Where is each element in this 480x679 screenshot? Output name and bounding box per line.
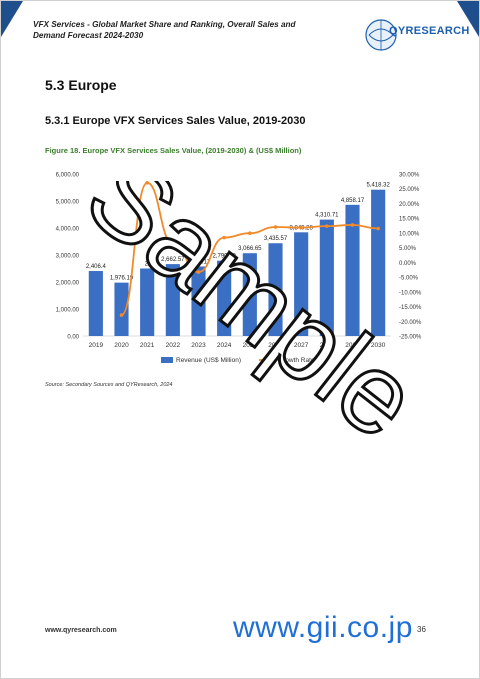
header-title: VFX Services - Global Market Share and R… — [33, 20, 296, 40]
right-axis-tick-label: 5.00% — [399, 246, 417, 252]
bar-data-label: 3,066.65 — [238, 246, 262, 252]
footer-url[interactable]: www.qyresearch.com — [45, 627, 117, 634]
x-axis-tick-label: 2019 — [89, 342, 104, 349]
right-axis-tick-label: 20.00% — [399, 202, 420, 208]
left-axis-tick-label: 2,000.00 — [56, 281, 80, 287]
growth-rate-point — [145, 181, 149, 185]
qyresearch-logo — [365, 19, 397, 51]
sales-value-chart: 0.00 1,000.00 2,000.00 3,000.00 4,000.00 5,00… — [56, 173, 422, 365]
growth-rate-line — [120, 181, 379, 316]
right-axis-tick-label: 25.00% — [399, 187, 420, 193]
left-axis-tick-label: 6,000.00 — [56, 173, 80, 179]
bar-data-label: 2, — [145, 262, 150, 268]
revenue-bar — [114, 282, 129, 336]
right-axis-tick-label: 15.00% — [399, 217, 420, 223]
growth-rate-point — [376, 226, 380, 231]
gii-watermark[interactable]: www.gii.co.jp — [233, 611, 413, 644]
subsection-heading: 5.3.1 Europe VFX Services Sales Value, 2… — [45, 115, 306, 127]
legend-swatch-revenue — [161, 357, 173, 363]
bar-data-label: 2,574.17 — [187, 259, 211, 265]
growth-rate-point — [273, 225, 278, 229]
left-axis-tick-label: 1,000.00 — [56, 308, 80, 314]
revenue-bar — [268, 243, 283, 336]
bar-data-label: 2,406.4 — [86, 264, 107, 270]
growth-rate-point — [119, 313, 124, 317]
x-axis-tick-label: 2022 — [166, 342, 181, 349]
bar-data-label: 2,790.40 — [212, 254, 236, 260]
left-axis-tick-label: 0.00 — [67, 335, 79, 341]
figure-caption: Figure 18. Europe VFX Services Sales Val… — [45, 146, 302, 155]
bar-data-label: 4,310.71 — [315, 213, 339, 219]
revenue-bar — [242, 253, 257, 336]
revenue-bar — [345, 204, 360, 336]
x-axis-tick-label: 2020 — [114, 342, 129, 349]
bar-data-label: 1,976.19 — [110, 276, 134, 282]
revenue-bar — [217, 260, 232, 336]
x-axis-tick-label: 2023 — [191, 342, 206, 349]
right-axis-tick-label: -10.00% — [399, 290, 422, 296]
growth-rate-point — [299, 225, 303, 230]
right-axis-tick-label: 30.00% — [399, 173, 420, 179]
growth-rate-point — [222, 235, 226, 240]
revenue-bar — [88, 271, 103, 336]
logo-brand-text: QYRESEARCH — [389, 25, 470, 37]
x-axis-tick-label: 2030 — [371, 342, 386, 349]
page-number: 36 — [417, 625, 426, 634]
revenue-bar — [191, 266, 206, 336]
left-axis-tick-label: 4,000.00 — [56, 227, 80, 233]
x-axis-tick-label: 2027 — [294, 342, 309, 349]
bar-data-label: 2,662.57 — [161, 257, 185, 263]
x-axis-tick-label: 2028 — [320, 342, 335, 349]
right-axis-tick-label: -20.00% — [399, 320, 422, 326]
x-axis-tick-label: 2021 — [140, 342, 155, 349]
bar-data-label: 3,435.57 — [264, 236, 288, 242]
revenue-bar — [319, 219, 334, 336]
x-axis-tick-label: 2026 — [268, 342, 283, 349]
growth-rate-point — [248, 231, 252, 236]
bar-data-label: 5,418.32 — [366, 183, 390, 189]
growth-rate-point — [196, 270, 201, 274]
legend-label-growth: Growth Rate — [278, 357, 315, 364]
growth-rate-point — [171, 241, 175, 246]
x-axis-tick-label: 2029 — [345, 342, 360, 349]
right-axis-tick-label: 10.00% — [399, 231, 420, 237]
section-heading: 5.3 Europe — [45, 77, 117, 93]
bar-data-label: 4,858.17 — [341, 198, 365, 204]
right-axis-tick-label: -25.00% — [399, 335, 422, 341]
left-axis-tick-label: 3,000.00 — [56, 254, 80, 260]
x-axis-tick-label: 2025 — [243, 342, 258, 349]
left-axis-tick-label: 5,000.00 — [56, 200, 80, 206]
right-axis-tick-label: -15.00% — [399, 305, 422, 311]
right-axis-tick-label: -5.00% — [399, 276, 419, 282]
corner-decoration-top-right — [457, 1, 479, 37]
growth-rate-point — [325, 224, 329, 228]
revenue-bar — [294, 232, 309, 336]
source-note: Source: Secondary Sources and QYResearch… — [45, 382, 173, 388]
legend-label-revenue: Revenue (US$ Million) — [176, 357, 241, 364]
right-axis-tick-label: 0.00% — [399, 261, 417, 267]
corner-decoration-top-left — [1, 1, 23, 37]
growth-rate-point — [350, 223, 355, 227]
x-axis-tick-label: 2024 — [217, 342, 232, 349]
legend-marker-growth — [265, 358, 269, 362]
revenue-bar — [371, 189, 386, 336]
revenue-bar — [165, 264, 180, 336]
revenue-bar — [140, 268, 155, 336]
